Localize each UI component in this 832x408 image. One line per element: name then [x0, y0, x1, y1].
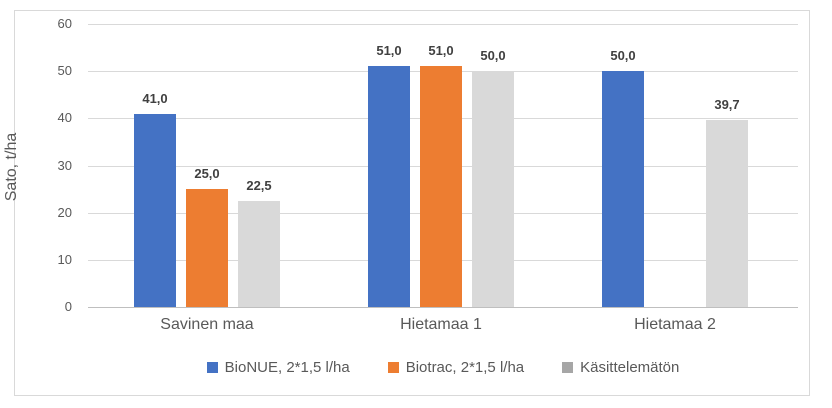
gridline [88, 24, 798, 25]
legend-item: BioNUE, 2*1,5 l/ha [206, 358, 350, 376]
bar-value-label: 25,0 [194, 166, 220, 181]
bar-value-label: 50,0 [610, 48, 636, 63]
bar-value-label: 41,0 [142, 91, 168, 106]
y-axis-tick-label: 50 [57, 63, 72, 78]
bar-käsittelemätön-hietamaa-2 [706, 120, 748, 307]
x-axis-category-label: Hietamaa 2 [634, 316, 716, 333]
x-axis-line [88, 307, 798, 308]
y-axis-tick-label: 10 [57, 252, 72, 267]
legend-label: Käsittelemätön [580, 358, 680, 376]
legend-label: BioNUE, 2*1,5 l/ha [224, 358, 350, 376]
bar-biotrac-savinen-maa [186, 189, 228, 307]
x-axis-category-label: Savinen maa [160, 316, 254, 333]
bar-biotrac-hietamaa-1 [420, 66, 462, 307]
y-axis-tick-label: 0 [64, 299, 72, 314]
bar-value-label: 22,5 [246, 178, 272, 193]
legend-marker-icon [387, 361, 399, 373]
y-axis-tick-label: 20 [57, 205, 72, 220]
bar-bionue-hietamaa-2 [602, 71, 644, 307]
legend-label: Biotrac, 2*1,5 l/ha [405, 358, 525, 376]
y-axis-tick-label: 30 [57, 158, 72, 173]
bar-value-label: 51,0 [428, 43, 454, 58]
y-axis-tick-label: 40 [57, 110, 72, 125]
legend-item: Biotrac, 2*1,5 l/ha [387, 358, 525, 376]
bar-value-label: 50,0 [480, 48, 506, 63]
bar-value-label: 39,7 [714, 97, 740, 112]
legend: BioNUE, 2*1,5 l/ha Biotrac, 2*1,5 l/ha Käs… [88, 355, 798, 379]
x-axis-category-label: Hietamaa 1 [400, 316, 482, 333]
y-axis-tick-label: 60 [57, 16, 72, 31]
bar-käsittelemätön-savinen-maa [238, 201, 280, 307]
legend-marker-icon [206, 361, 218, 373]
bar-bionue-savinen-maa [134, 114, 176, 307]
legend-item: Käsittelemätön [562, 359, 679, 376]
bar-bionue-hietamaa-1 [368, 66, 410, 307]
bar-value-label: 51,0 [376, 43, 402, 58]
bar-käsittelemätön-hietamaa-1 [472, 71, 514, 307]
legend-marker-icon [562, 361, 574, 373]
y-axis-title: Sato, t/ha [3, 132, 20, 202]
